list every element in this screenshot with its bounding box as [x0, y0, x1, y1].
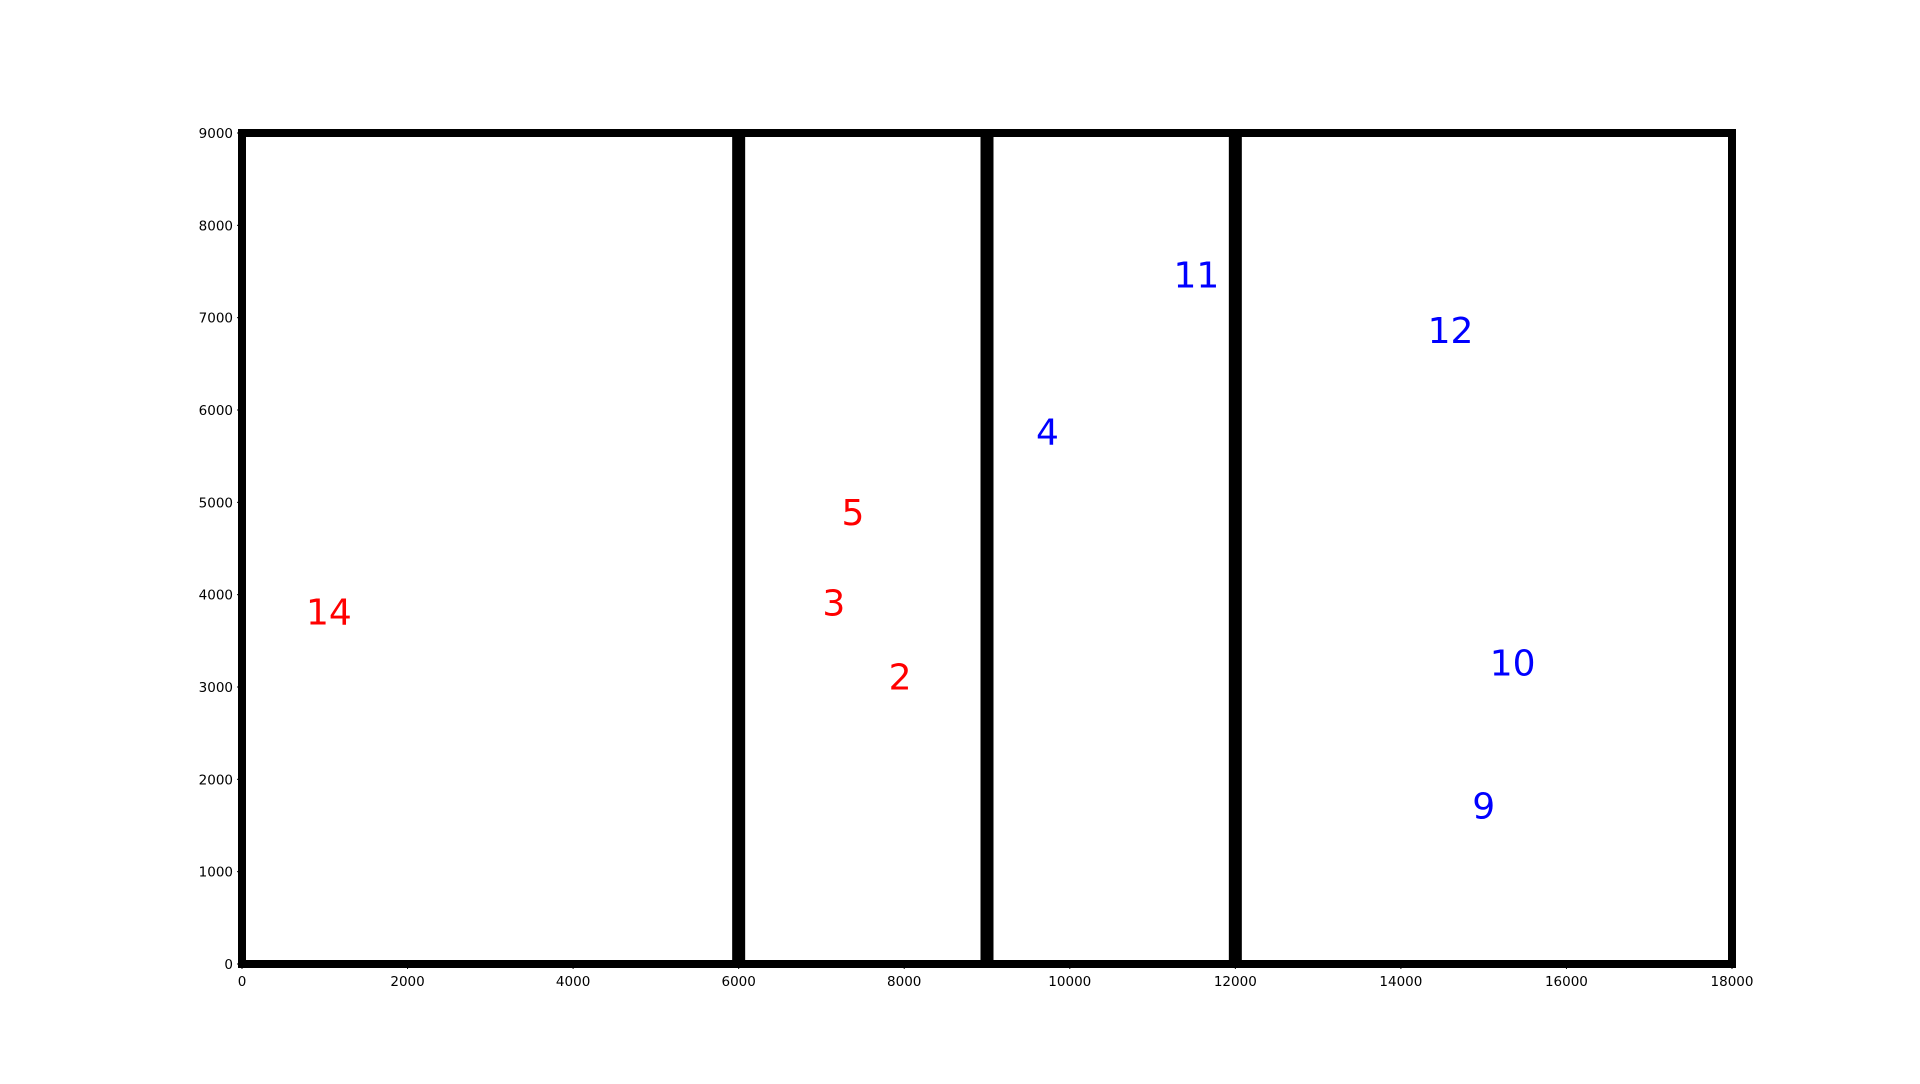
point-label-9: 9: [1472, 787, 1495, 828]
y-tick-label: 1000: [199, 865, 233, 881]
point-label-11: 11: [1174, 256, 1220, 297]
point-label-10: 10: [1490, 643, 1536, 684]
x-tick-label: 18000: [1711, 974, 1754, 990]
point-label-4: 4: [1036, 413, 1059, 454]
x-tick-label: 10000: [1048, 974, 1091, 990]
y-tick-label: 3000: [199, 680, 233, 696]
point-labels-layer: 14 5 3 2 4 11 12 10 9: [306, 256, 1536, 828]
point-label-14: 14: [306, 593, 352, 634]
point-label-2: 2: [889, 657, 912, 698]
x-tick-label: 12000: [1214, 974, 1257, 990]
x-tick-label: 2000: [390, 974, 424, 990]
y-tick-label: 2000: [199, 772, 233, 788]
point-label-12: 12: [1428, 311, 1474, 352]
x-tick-label: 14000: [1379, 974, 1422, 990]
x-tick-label: 6000: [721, 974, 755, 990]
x-tick-label: 4000: [556, 974, 590, 990]
y-tick-label: 4000: [199, 588, 233, 604]
axis-ticks-layer: 0 2000 4000 6000 8000 10000 12000 14000 16000 180…: [199, 126, 1754, 990]
x-tick-label: 8000: [887, 974, 921, 990]
y-tick-label: 5000: [199, 495, 233, 511]
plot-frame-layer: [238, 129, 1736, 968]
point-label-5: 5: [841, 493, 864, 534]
y-tick-label: 7000: [199, 311, 233, 327]
y-tick-label: 9000: [199, 126, 233, 142]
y-tick-label: 8000: [199, 218, 233, 234]
point-label-3: 3: [822, 583, 845, 624]
x-tick-label: 16000: [1545, 974, 1588, 990]
y-tick-label: 6000: [199, 403, 233, 419]
x-tick-label: 0: [238, 974, 247, 990]
y-tick-label: 0: [224, 957, 233, 973]
